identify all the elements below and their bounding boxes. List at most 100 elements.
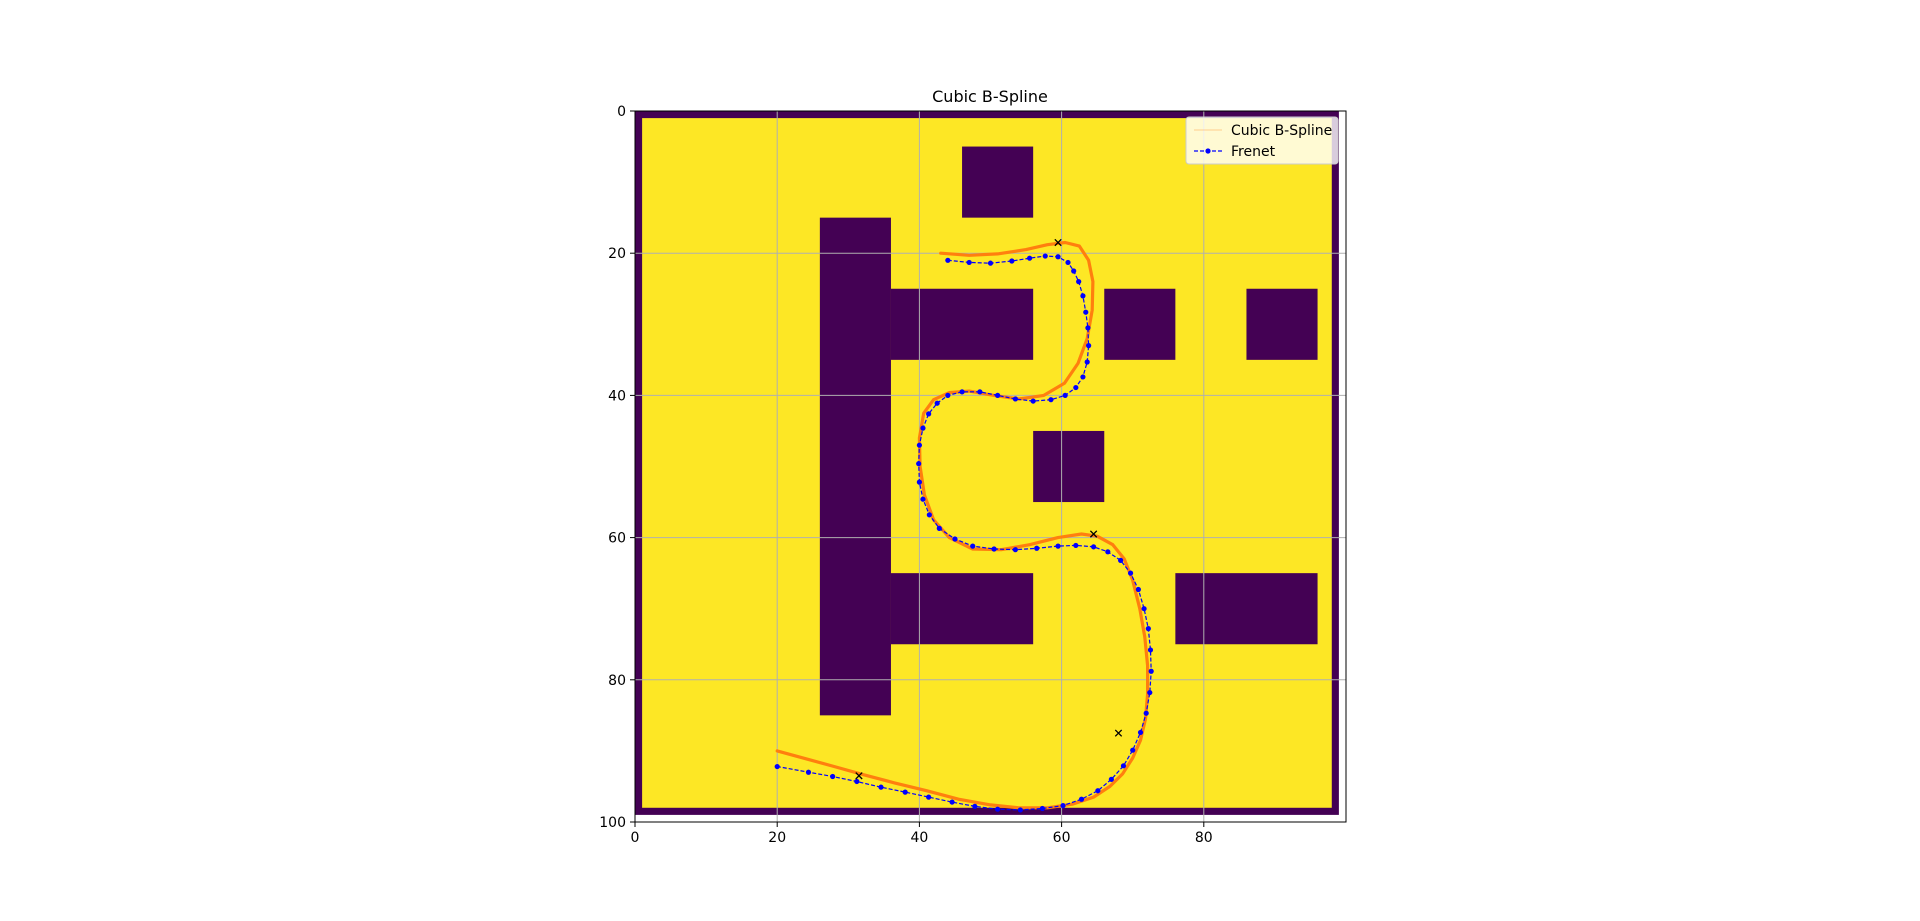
frenet-point xyxy=(1135,586,1141,593)
plot-area xyxy=(634,110,1347,823)
y-axis: 0 20 40 60 80 100 xyxy=(599,104,635,831)
control-point-marker xyxy=(1054,238,1062,247)
frenet-point xyxy=(1071,268,1077,274)
frenet-point xyxy=(1147,647,1154,653)
frenet-point xyxy=(945,257,951,263)
chart-title: Cubic B-Spline xyxy=(932,87,1048,106)
frenet-point xyxy=(1009,258,1015,264)
legend: Cubic B-Spline Frenet xyxy=(1185,116,1339,165)
y-tick-label: 100 xyxy=(599,815,626,831)
frenet-point xyxy=(878,784,884,790)
frenet-point xyxy=(977,389,983,395)
frenet-point xyxy=(1085,325,1091,331)
frenet-point xyxy=(1090,544,1097,550)
frenet-point xyxy=(926,512,932,518)
y-tick-label: 60 xyxy=(608,531,626,547)
x-tick-label: 40 xyxy=(910,830,928,846)
frenet-point xyxy=(987,260,994,266)
frenet-point xyxy=(926,794,932,800)
obstacle-7 xyxy=(1175,573,1318,645)
frenet-point xyxy=(995,392,1001,398)
legend-box xyxy=(1185,116,1339,165)
frenet-point xyxy=(1017,807,1023,813)
frenet-point xyxy=(916,479,923,485)
frenet-point xyxy=(970,543,976,549)
y-tick-label: 0 xyxy=(617,104,626,120)
frenet-point xyxy=(920,496,926,502)
frenet-point xyxy=(1084,359,1090,365)
legend-label-frenet: Frenet xyxy=(1231,144,1276,160)
frenet-point xyxy=(1076,279,1082,285)
legend-marker-frenet xyxy=(1205,148,1211,154)
series-line-cubic-b-spline xyxy=(775,240,1150,810)
x-tick-label: 0 xyxy=(631,830,640,846)
frenet-point xyxy=(1080,374,1086,380)
frenet-point xyxy=(830,773,836,780)
obstacle-4 xyxy=(1246,288,1318,360)
frenet-point xyxy=(1042,253,1048,259)
frenet-point xyxy=(1095,788,1101,794)
frenet-point xyxy=(995,806,1001,812)
frenet-point xyxy=(805,769,812,775)
frenet-point xyxy=(1108,776,1114,782)
frenet-point xyxy=(991,546,997,552)
frenet-point xyxy=(916,461,922,467)
x-tick-label: 60 xyxy=(1053,830,1071,846)
frenet-point xyxy=(934,400,940,406)
frenet-point xyxy=(949,799,955,805)
obstacle-0 xyxy=(819,217,891,716)
axes-frame xyxy=(634,110,1347,823)
control-point-marker xyxy=(855,772,863,780)
frenet-point xyxy=(1012,396,1018,402)
frenet-point xyxy=(1039,805,1046,812)
frenet-point xyxy=(1055,254,1061,260)
obstacle-3 xyxy=(1104,288,1176,360)
frenet-point xyxy=(1080,293,1086,299)
frenet-point xyxy=(1118,557,1124,563)
frenet-point xyxy=(1147,689,1153,696)
frenet-point xyxy=(1137,729,1144,736)
frenet-point xyxy=(926,411,932,417)
frenet-point xyxy=(1065,259,1071,266)
control-point-marker xyxy=(1089,530,1098,538)
frenet-point xyxy=(1012,547,1018,553)
frenet-point xyxy=(1078,796,1085,802)
frenet-point xyxy=(952,536,958,542)
y-tick-label: 20 xyxy=(608,246,626,262)
frenet-point xyxy=(1062,392,1068,398)
frenet-point xyxy=(1060,803,1066,809)
x-tick-label: 20 xyxy=(768,830,786,846)
frenet-point xyxy=(1027,255,1033,261)
frenet-point xyxy=(854,778,860,785)
frenet-point xyxy=(1105,549,1111,555)
frenet-point xyxy=(1073,384,1079,391)
frenet-point xyxy=(1048,397,1054,403)
frenet-point xyxy=(945,392,951,398)
frenet-point xyxy=(1120,763,1127,769)
y-tick-label: 80 xyxy=(608,673,626,689)
frenet-point xyxy=(916,442,923,448)
frenet-point xyxy=(1141,606,1147,612)
frenet-point xyxy=(902,789,908,795)
frenet-point xyxy=(1145,626,1151,632)
control-point-marker xyxy=(1114,729,1123,737)
x-tick-label: 80 xyxy=(1195,830,1213,846)
frenet-point xyxy=(1073,542,1079,549)
frenet-point xyxy=(966,259,972,266)
obstacle-6 xyxy=(890,573,1034,645)
frenet-point xyxy=(972,803,978,809)
frenet-point xyxy=(1055,543,1061,549)
frenet-point xyxy=(1143,710,1149,716)
map-free-space xyxy=(642,118,1332,808)
frenet-point xyxy=(1030,398,1036,404)
obstacle-2 xyxy=(962,146,1034,218)
legend-label-cubic-b-spline: Cubic B-Spline xyxy=(1231,123,1332,139)
frenet-point xyxy=(1083,309,1089,315)
frenet-point xyxy=(1086,343,1092,349)
frenet-point xyxy=(959,389,965,395)
frenet-point xyxy=(1127,570,1134,576)
obstacle-1 xyxy=(890,288,1034,360)
frenet-point xyxy=(936,525,942,531)
frenet-point xyxy=(774,763,780,770)
